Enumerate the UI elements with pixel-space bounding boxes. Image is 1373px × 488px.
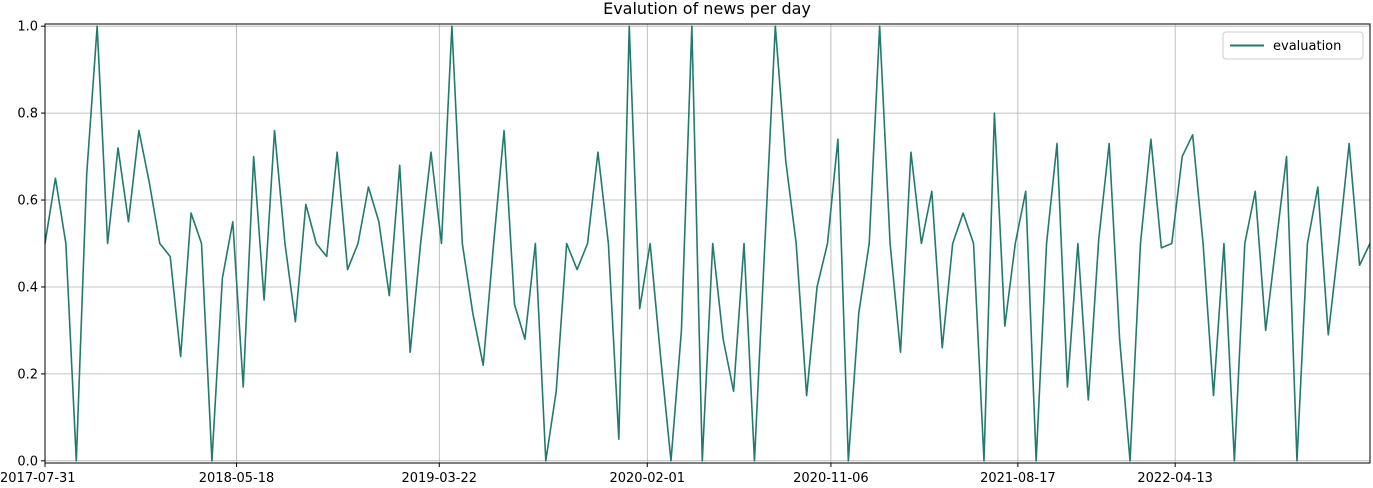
x-tick-label: 2021-08-17 (980, 471, 1056, 486)
legend-box (1222, 31, 1364, 60)
plot-frame (44, 23, 1371, 464)
y-tick-label: 0.8 (17, 107, 38, 122)
x-tick-label: 2020-02-01 (609, 471, 685, 486)
legend-label: evaluation (1273, 39, 1341, 54)
grid (44, 24, 1370, 463)
x-tick-label: 2017-07-31 (0, 471, 76, 486)
ticks: 0.0 0.2 0.4 0.6 0.8 1.0 2017-07-31 2018-05-18 20… (0, 20, 1213, 486)
x-tick-label: 2022-04-13 (1137, 471, 1213, 486)
legend: evaluation (1222, 31, 1364, 60)
series-layer (44, 25, 1371, 462)
x-tick-label: 2020-11-06 (793, 471, 869, 486)
x-tick-label: 2019-03-22 (401, 471, 477, 486)
y-tick-label: 0.4 (17, 280, 38, 295)
y-tick-label: 0.2 (17, 367, 38, 382)
y-tick-label: 1.0 (17, 20, 38, 35)
y-tick-label: 0.0 (17, 454, 38, 469)
chart-title: Evalution of news per day (603, 0, 811, 18)
series-line-evaluation (44, 25, 1371, 462)
y-tick-label: 0.6 (17, 194, 38, 209)
x-tick-label: 2018-05-18 (199, 471, 275, 486)
